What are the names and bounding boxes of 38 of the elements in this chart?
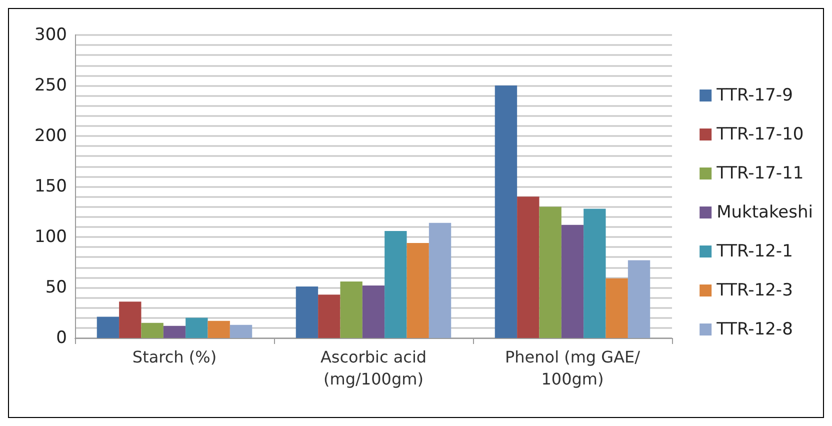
x-tick-label: Starch (%) bbox=[132, 348, 217, 366]
bar bbox=[163, 326, 186, 338]
bar bbox=[584, 208, 606, 338]
bar bbox=[119, 302, 142, 338]
bar bbox=[517, 196, 540, 338]
bar bbox=[296, 286, 318, 338]
y-tick-label: 100 bbox=[34, 227, 67, 247]
bar bbox=[606, 278, 628, 338]
bar bbox=[494, 86, 518, 338]
y-tick-label: 250 bbox=[34, 76, 67, 96]
bar bbox=[384, 230, 407, 338]
x-tick-label: Phenol (mg GAE/ 100gm) bbox=[504, 348, 641, 388]
bar bbox=[340, 281, 362, 338]
x-tick-label: Ascorbic acid (mg/100gm) bbox=[320, 348, 427, 388]
bar bbox=[186, 318, 208, 338]
legend-label: TTR-12-8 bbox=[716, 320, 793, 340]
bar bbox=[318, 294, 340, 338]
y-tick-label: 0 bbox=[56, 328, 67, 348]
bar bbox=[561, 224, 584, 338]
bar bbox=[208, 320, 230, 338]
y-tick-label: 50 bbox=[45, 278, 67, 298]
legend-label: TTR-17-11 bbox=[716, 164, 804, 184]
legend-label: TTR-17-10 bbox=[716, 124, 804, 144]
bar bbox=[96, 316, 120, 338]
y-tick-label: 200 bbox=[34, 126, 67, 146]
bar bbox=[362, 285, 385, 338]
bar bbox=[428, 222, 452, 338]
y-tick-label: 150 bbox=[34, 176, 67, 196]
legend-label: TTR-12-3 bbox=[716, 280, 793, 300]
bar bbox=[628, 260, 650, 338]
y-tick-label: 300 bbox=[34, 25, 67, 45]
bar bbox=[141, 322, 164, 338]
legend-label: TTR-17-9 bbox=[716, 86, 793, 106]
legend-label: Muktakeshi bbox=[716, 202, 813, 222]
legend-label: TTR-12-1 bbox=[716, 242, 793, 262]
bar bbox=[230, 324, 252, 338]
bar bbox=[406, 243, 429, 338]
bar bbox=[539, 206, 562, 338]
